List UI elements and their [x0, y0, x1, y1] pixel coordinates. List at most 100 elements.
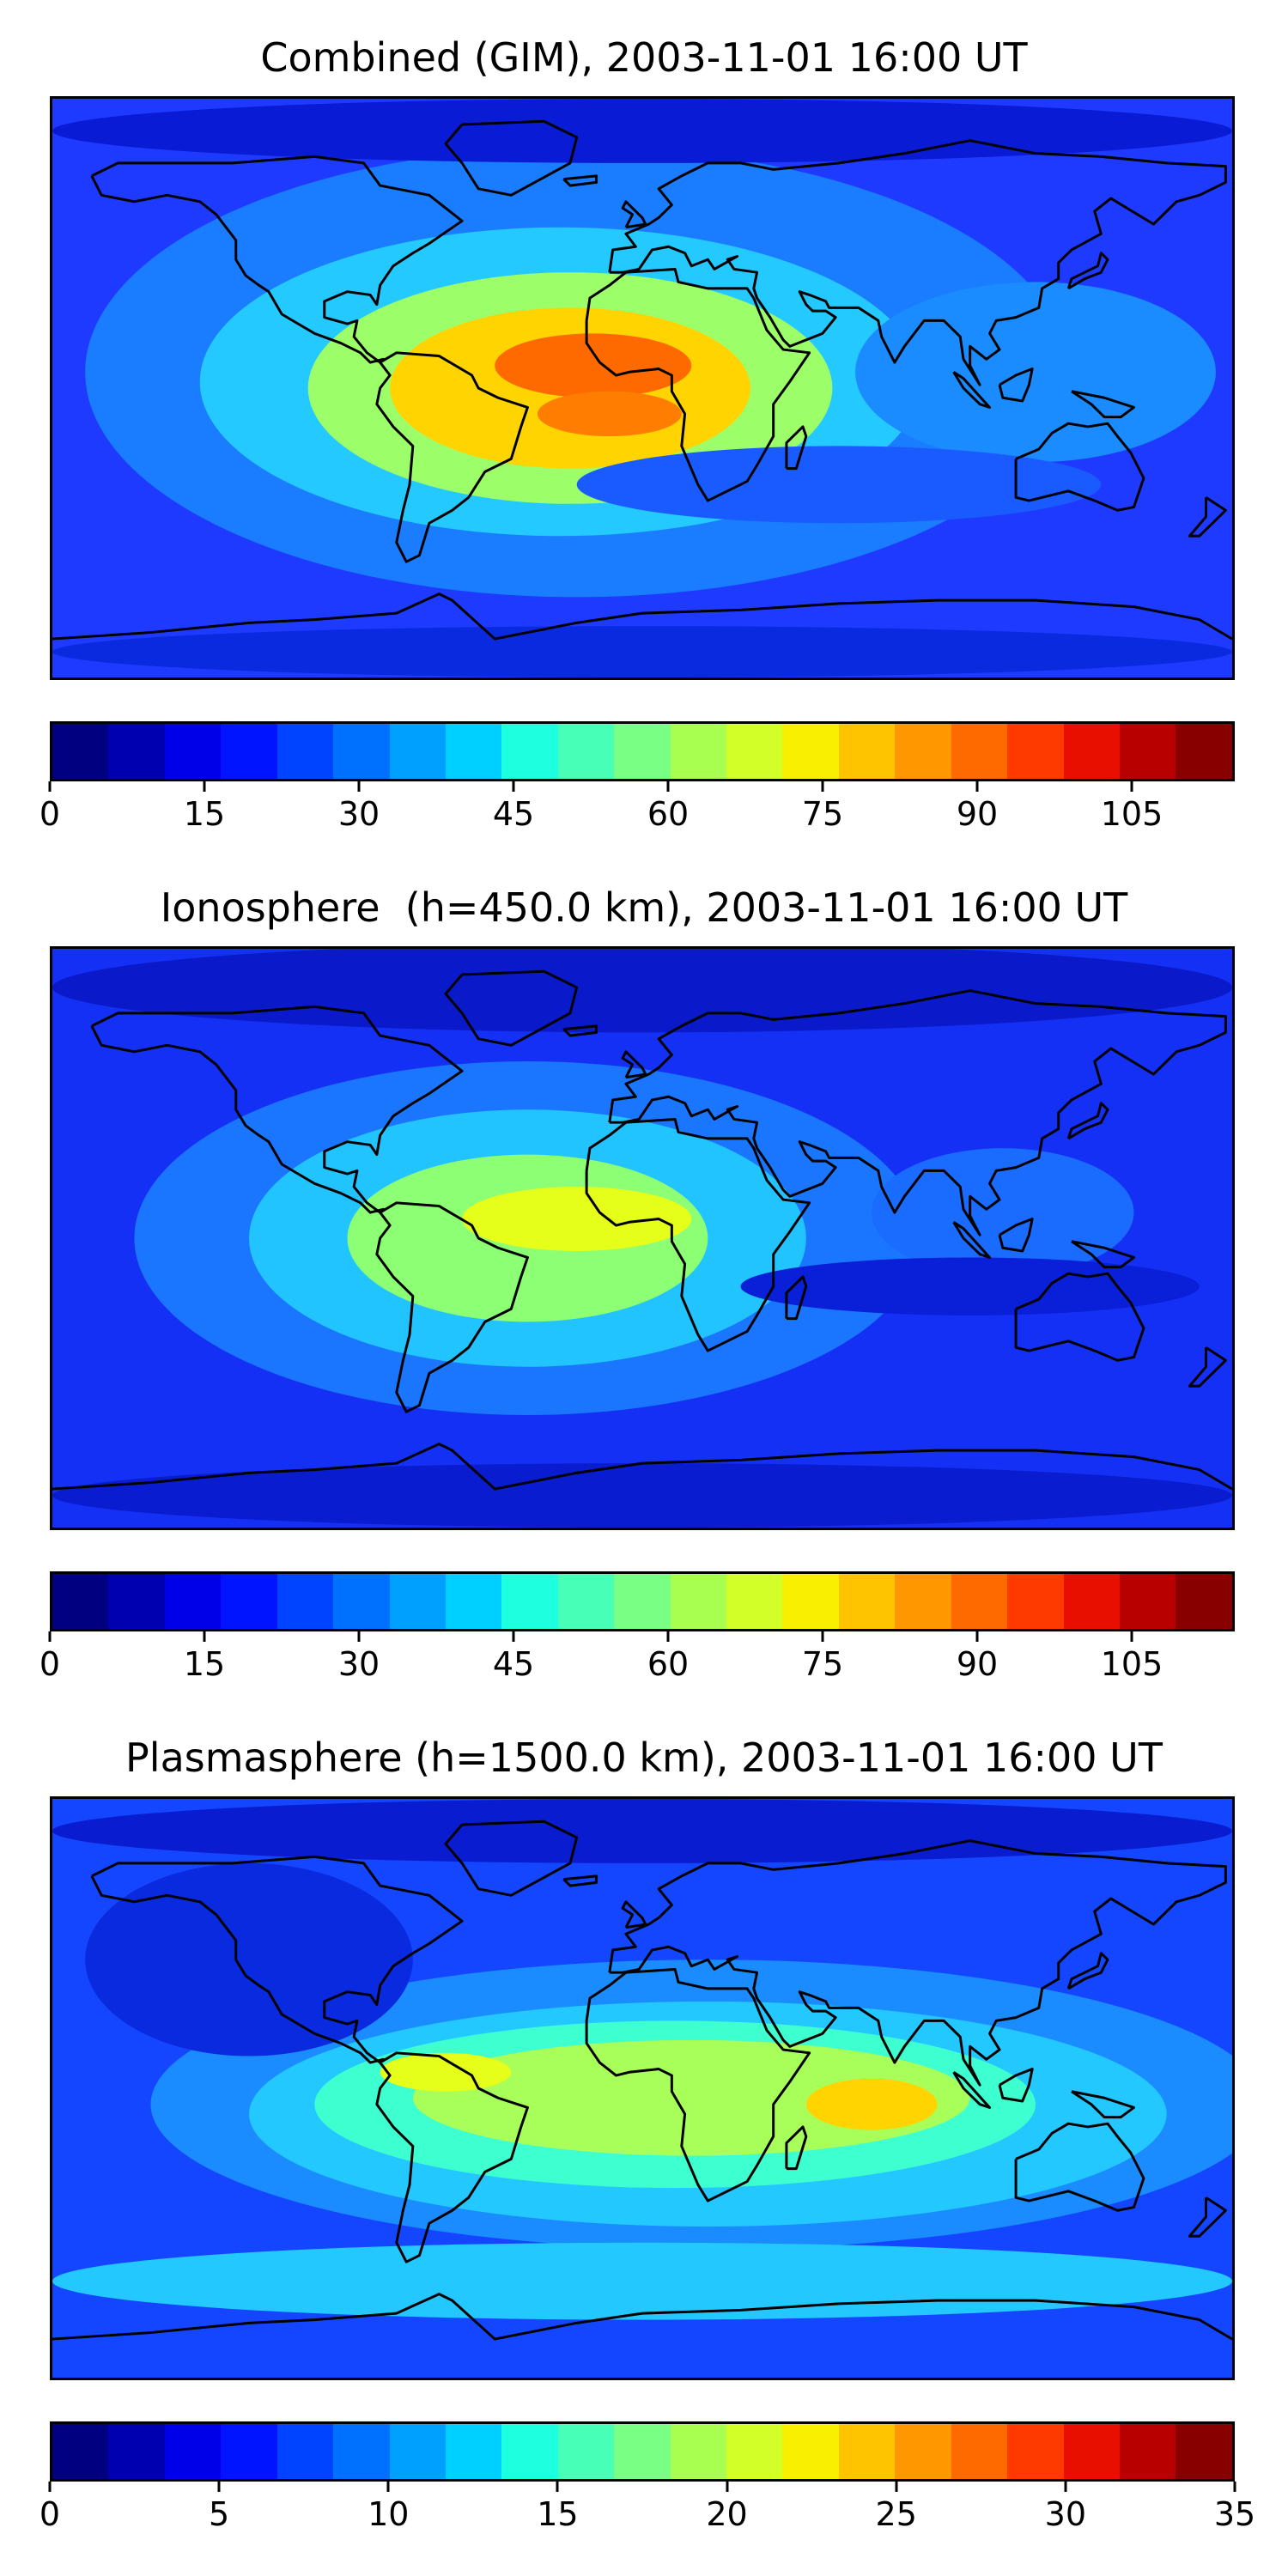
colorbar-segment: [557, 1574, 615, 1629]
coastline-iceland: [562, 174, 598, 187]
coastline-sumatra: [952, 371, 992, 409]
coastline-north-america: [90, 155, 464, 364]
coastline-iceland: [562, 1874, 598, 1887]
coastline-borneo: [998, 1218, 1034, 1253]
coastline-antarctica: [52, 592, 1232, 641]
colorbar-segment: [838, 724, 896, 779]
colorbar-segment: [1063, 1574, 1121, 1629]
colorbar-segment: [557, 2424, 615, 2479]
coastline-north-america: [90, 1005, 464, 1214]
coastline-madagascar: [785, 2125, 808, 2171]
colorbar-segment: [164, 1574, 222, 1629]
colorbar-tick-label: 15: [537, 2495, 579, 2533]
colorbar-segment: [1176, 2424, 1232, 2479]
colorbar-tick-label: 75: [801, 795, 844, 833]
coastline-africa: [585, 267, 811, 502]
colorbar-segment: [726, 1574, 783, 1629]
coastline-new-guinea: [1071, 390, 1135, 419]
colorbar-tick-label: 75: [801, 1645, 844, 1683]
colorbar-segment: [895, 724, 951, 779]
coastline-new-guinea: [1071, 1240, 1135, 1269]
colorbar-segment: [726, 724, 783, 779]
colorbar-segment: [782, 1574, 839, 1629]
colorbar-tick-label: 105: [1100, 1645, 1163, 1683]
coastline-europe-asia: [608, 989, 1227, 1236]
colorbar-tick-label: 25: [875, 2495, 917, 2533]
colorbar-segment: [1007, 1574, 1064, 1629]
contour-region-7: [576, 446, 1102, 524]
colorbar-segment: [838, 2424, 896, 2479]
colorbar-tick-mark: [895, 2482, 898, 2492]
colorbar-segment: [108, 2424, 165, 2479]
colorbar-tick-label: 90: [956, 1645, 999, 1683]
colorbar-tick-mark: [357, 781, 361, 792]
colorbar-segment: [276, 1574, 334, 1629]
colorbar-tick-mark: [357, 1631, 361, 1642]
coastline-japan: [1066, 1102, 1109, 1140]
contour-region-4: [495, 333, 692, 398]
contour-region-5: [537, 391, 682, 437]
colorbar-segment: [951, 2424, 1008, 2479]
coastline-africa: [585, 1117, 811, 1352]
coastline-south-america: [375, 351, 529, 563]
colorbar-segment: [1007, 2424, 1064, 2479]
coastline-new-zealand: [1188, 2196, 1227, 2238]
coastline-antarctica: [52, 2293, 1232, 2341]
colorbar-segment: [895, 2424, 951, 2479]
coastline-greenland: [444, 1820, 579, 1897]
colorbar-segment: [276, 2424, 334, 2479]
coastline-new-zealand: [1188, 1346, 1227, 1388]
colorbar-segment: [333, 1574, 390, 1629]
colorbar-tick-mark: [203, 1631, 206, 1642]
contour-region-4: [872, 1148, 1134, 1277]
colorbar-tick-mark: [1130, 1631, 1133, 1642]
contour-region-3: [412, 2039, 970, 2156]
colorbar-segment: [221, 724, 277, 779]
panel-title-ionosphere: Ionosphere (h=450.0 km), 2003-11-01 16:0…: [160, 884, 1128, 931]
coastline-australia: [1014, 2122, 1145, 2212]
colorbar-segment: [1176, 724, 1232, 779]
contour-region-5: [380, 2052, 512, 2092]
coastline-south-america: [375, 1201, 529, 1413]
colorbar-combined: [50, 721, 1235, 781]
colorbar-segment: [501, 2424, 558, 2479]
contour-region-6: [855, 282, 1216, 463]
colorbar-segment: [782, 724, 839, 779]
colorbar-segment: [557, 724, 615, 779]
colorbar-segment: [1120, 724, 1176, 779]
colorbar-tick-mark: [48, 1631, 52, 1642]
colorbar-tick-mark: [512, 781, 515, 792]
contour-region-9: [52, 626, 1232, 677]
panel-title-combined: Combined (GIM), 2003-11-01 16:00 UT: [260, 34, 1028, 81]
coastline-british-isles: [621, 1900, 647, 1929]
colorbar-segment: [164, 2424, 222, 2479]
colorbar-tick-mark: [386, 2482, 390, 2492]
coastline-greenland: [444, 119, 579, 197]
coastline-europe-asia: [608, 1839, 1227, 2087]
colorbar-tick-mark: [512, 1631, 515, 1642]
colorbar-tick-label: 35: [1213, 2495, 1256, 2533]
coastline-iceland: [562, 1024, 598, 1037]
colorbar-segment: [1007, 724, 1064, 779]
colorbar-segment: [951, 1574, 1008, 1629]
colorbar-segment: [445, 1574, 502, 1629]
colorbar-ticks-combined: 0 15 30 45 60 75 90 105: [39, 781, 1235, 833]
colorbar-tick-mark: [666, 781, 670, 792]
colorbar-tick-label: 30: [337, 1645, 380, 1683]
colorbar-tick-mark: [821, 1631, 824, 1642]
colorbar-segment: [389, 1574, 446, 1629]
colorbar-segment: [670, 2424, 727, 2479]
colorbar-segment: [1120, 1574, 1176, 1629]
colorbar-tick-mark: [203, 781, 206, 792]
coastline-british-isles: [621, 1050, 647, 1079]
colorbar-tick-label: 30: [1044, 2495, 1087, 2533]
colorbar-segment: [52, 2424, 109, 2479]
colorbar-tick-mark: [1130, 781, 1133, 792]
colorbar-tick-label: 0: [39, 2495, 61, 2533]
contour-region-4: [805, 2078, 938, 2130]
colorbar-segment: [895, 1574, 951, 1629]
colorbar-segment: [614, 724, 671, 779]
contour-region-7: [52, 2242, 1232, 2320]
colorbar-segment: [221, 1574, 277, 1629]
coastline-north-america: [90, 1855, 464, 2064]
